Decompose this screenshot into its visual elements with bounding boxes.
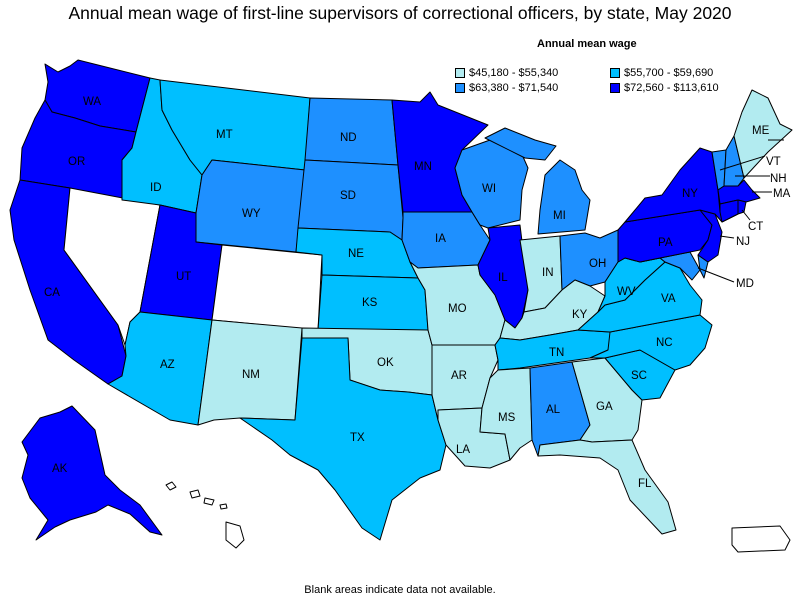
label-VT: VT <box>766 156 781 168</box>
label-CT: CT <box>748 221 763 233</box>
label-LA: LA <box>456 444 470 456</box>
legend-swatch-3 <box>455 83 465 93</box>
label-NC: NC <box>656 337 673 349</box>
label-TN: TN <box>549 347 564 359</box>
state-MD <box>639 251 701 281</box>
legend-swatch-1 <box>455 68 465 78</box>
label-KY: KY <box>572 309 588 321</box>
label-NJ: NJ <box>736 236 750 248</box>
label-IN: IN <box>542 267 554 279</box>
state-CT <box>719 199 739 223</box>
label-ID: ID <box>150 182 162 194</box>
label-GA: GA <box>596 401 613 413</box>
legend-label-1: $45,180 - $55,340 <box>469 67 559 79</box>
state-labels: WA OR CA ID MT WY UT AZ NM ND SD NE KS O… <box>44 96 791 490</box>
label-WV: WV <box>617 286 636 298</box>
label-KS: KS <box>362 297 378 309</box>
label-NY: NY <box>682 188 698 200</box>
label-NE: NE <box>348 248 364 260</box>
label-OK: OK <box>377 357 394 369</box>
legend-item-2: $55,700 - $59,690 <box>610 67 713 79</box>
map-title: Annual mean wage of first-line superviso… <box>68 3 732 23</box>
state-RI <box>737 199 747 215</box>
label-OR: OR <box>68 156 85 168</box>
label-WI: WI <box>482 183 496 195</box>
label-MO: MO <box>448 303 467 315</box>
state-MI <box>484 127 591 235</box>
state-WY <box>195 159 306 253</box>
leader-lines <box>697 139 784 283</box>
label-AK: AK <box>52 463 68 475</box>
label-TX: TX <box>350 432 365 444</box>
label-SD: SD <box>340 190 356 202</box>
state-FL <box>537 439 677 535</box>
label-AZ: AZ <box>160 359 175 371</box>
state-AK <box>21 405 163 541</box>
label-NM: NM <box>242 369 260 381</box>
label-FL: FL <box>638 478 652 490</box>
label-AL: AL <box>546 404 561 416</box>
legend-label-4: $72,560 - $113,610 <box>624 82 719 94</box>
legend-title: Annual mean wage <box>537 38 637 50</box>
label-WY: WY <box>242 208 261 220</box>
label-MD: MD <box>736 278 754 290</box>
legend-label-2: $55,700 - $59,690 <box>624 67 714 79</box>
state-NH <box>723 135 745 187</box>
footnote: Blank areas indicate data not available. <box>304 584 496 596</box>
label-MS: MS <box>498 412 516 424</box>
state-CO <box>211 244 323 331</box>
label-UT: UT <box>176 271 191 283</box>
label-MN: MN <box>414 161 432 173</box>
label-ME: ME <box>752 125 770 137</box>
label-PA: PA <box>658 237 673 249</box>
state-TX <box>239 337 447 541</box>
state-NC <box>589 314 713 371</box>
label-IA: IA <box>435 233 446 245</box>
label-ND: ND <box>340 132 357 144</box>
label-CA: CA <box>44 287 60 299</box>
legend-item-4: $72,560 - $113,610 <box>610 82 719 94</box>
label-NH: NH <box>770 173 787 185</box>
legend-label-3: $63,380 - $71,540 <box>469 82 559 94</box>
legend-item-1: $45,180 - $55,340 <box>455 67 558 79</box>
label-MA: MA <box>773 188 791 200</box>
state-PR <box>731 525 791 553</box>
label-MT: MT <box>216 129 233 141</box>
label-WA: WA <box>83 96 101 108</box>
legend-swatch-4 <box>610 83 620 93</box>
state-NJ <box>697 209 723 263</box>
state-ME <box>733 89 793 179</box>
state-HI <box>165 481 245 549</box>
label-VA: VA <box>661 293 676 305</box>
legend-swatch-2 <box>610 68 620 78</box>
label-OH: OH <box>589 258 606 270</box>
label-MI: MI <box>553 210 566 222</box>
legend-item-3: $63,380 - $71,540 <box>455 82 558 94</box>
label-SC: SC <box>631 370 647 382</box>
label-IL: IL <box>498 272 508 284</box>
state-NY <box>624 147 739 223</box>
label-AR: AR <box>451 370 467 382</box>
